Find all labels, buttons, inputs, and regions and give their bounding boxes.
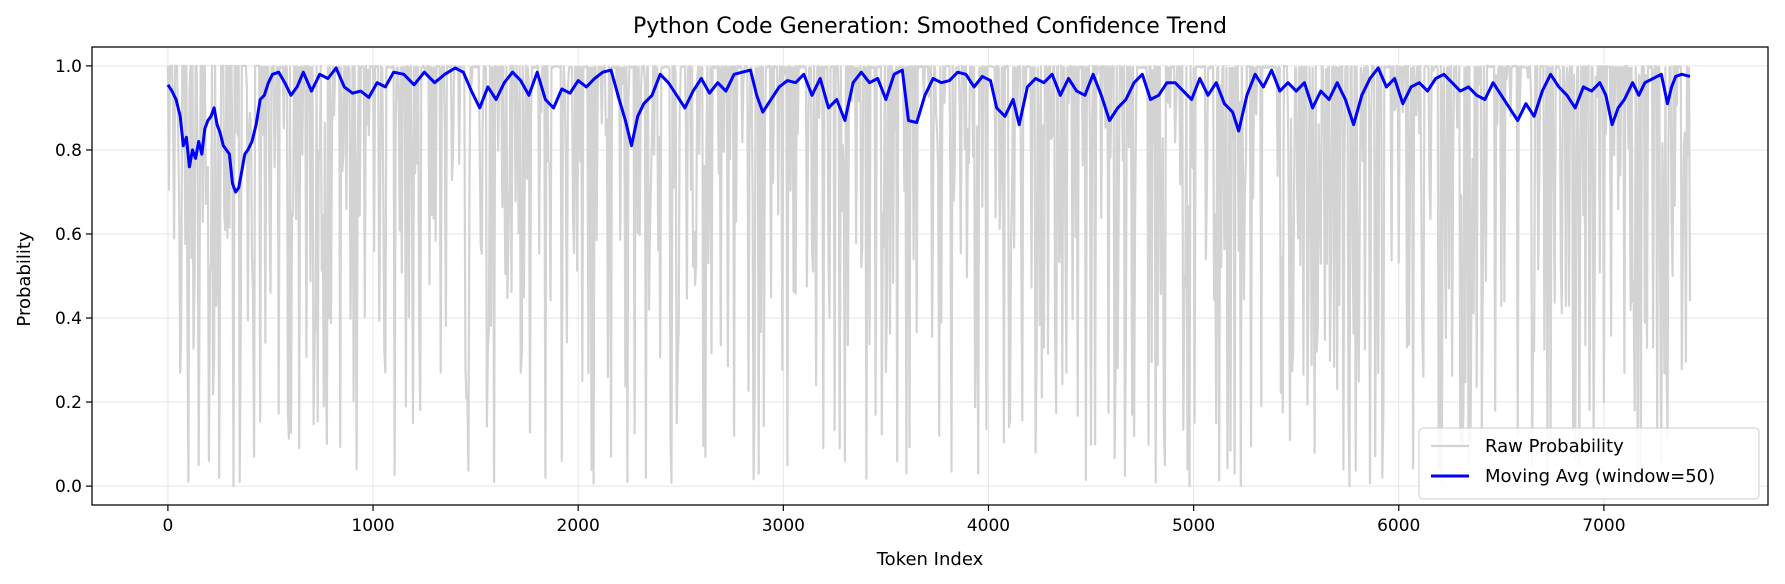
y-tick-label: 0.0 — [55, 477, 82, 497]
plot-frame — [91, 46, 1769, 506]
legend: Raw Probability Moving Avg (window=50) — [1418, 427, 1760, 500]
y-tick-label: 0.4 — [55, 309, 82, 329]
axis-ticks: 0 1000 2000 3000 4000 5000 6000 7000 0.0 0.2 0.4 0.… — [55, 57, 1626, 536]
y-tick-label: 0.8 — [55, 141, 82, 161]
y-tick-label: 1.0 — [55, 57, 82, 77]
x-tick-label: 6000 — [1377, 516, 1420, 536]
y-tick-label: 0.6 — [55, 225, 82, 245]
legend-box — [1418, 427, 1760, 500]
x-tick-label: 3000 — [762, 516, 805, 536]
x-axis-label: Token Index — [876, 549, 984, 570]
raw-probability-line — [166, 64, 1692, 488]
x-tick-label: 5000 — [1172, 516, 1215, 536]
x-tick-label: 2000 — [557, 516, 600, 536]
moving-average-series — [166, 66, 1691, 194]
legend-label: Moving Avg (window=50) — [1485, 466, 1715, 487]
x-tick-label: 7000 — [1582, 516, 1625, 536]
x-tick-label: 1000 — [351, 516, 394, 536]
legend-label: Raw Probability — [1485, 436, 1624, 457]
chart-title: Python Code Generation: Smoothed Confide… — [633, 14, 1227, 39]
x-tick-label: 4000 — [967, 516, 1010, 536]
raw-probability-series — [166, 64, 1692, 488]
x-tick-label: 0 — [162, 516, 173, 536]
y-tick-label: 0.2 — [55, 393, 82, 413]
y-axis-label: Probability — [14, 231, 35, 326]
moving-average-line — [166, 66, 1691, 194]
